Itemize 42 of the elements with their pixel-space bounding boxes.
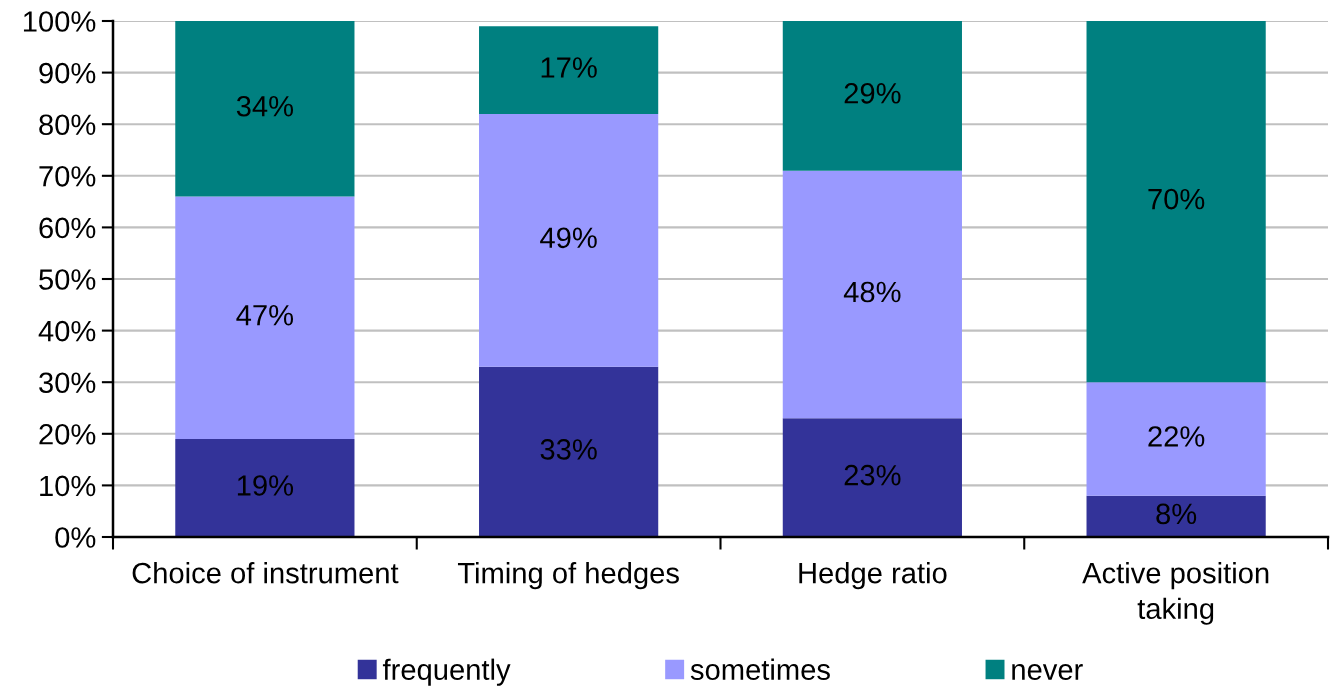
data-label: 33%: [540, 439, 597, 460]
data-label: 34%: [236, 95, 294, 117]
y-tick-label: 10%: [40, 475, 96, 497]
data-label: 70%: [1148, 188, 1205, 210]
legend-label: never: [1012, 664, 1083, 681]
y-tick-label: 50%: [39, 269, 96, 290]
bar: [782, 418, 962, 537]
data-label: 23%: [844, 464, 901, 486]
bar: [175, 438, 355, 537]
x-tick-label: Choice of instrument: [132, 562, 399, 584]
data-label: 49%: [540, 227, 597, 249]
y-tick-label: 0%: [55, 527, 96, 548]
bar: [479, 26, 659, 114]
data-label: 8%: [1156, 503, 1197, 525]
y-tick-label: 20%: [39, 424, 96, 445]
bar: [1086, 382, 1266, 496]
data-label: 17%: [541, 57, 597, 78]
bar: [782, 21, 962, 171]
x-tick-label: Hedge ratio: [799, 562, 947, 590]
y-tick-label: 40%: [38, 320, 96, 342]
y-tick-label: 90%: [39, 62, 96, 84]
y-tick-label: 80%: [39, 114, 96, 136]
legend-label: frequently: [382, 658, 511, 686]
y-tick-label: 30%: [39, 372, 96, 394]
legend-label: sometimes: [690, 658, 830, 681]
data-label: 19%: [237, 475, 294, 496]
data-label: 47%: [236, 305, 294, 326]
x-tick-label: Active position taking: [1082, 562, 1269, 625]
bar: [479, 366, 659, 537]
bar: [175, 196, 355, 439]
bar: [782, 170, 962, 419]
y-tick-label: 100%: [23, 11, 96, 32]
data-label: 29%: [844, 83, 901, 104]
bar: [1086, 21, 1266, 383]
bar: [1086, 495, 1266, 537]
data-label: 48%: [843, 281, 901, 303]
y-tick-label: 60%: [39, 217, 96, 239]
y-tick-label: 70%: [39, 166, 96, 187]
x-tick-label: Timing of hedges: [457, 562, 679, 590]
bar: [479, 113, 659, 367]
bar: [175, 21, 355, 197]
data-label: 22%: [1148, 426, 1205, 447]
